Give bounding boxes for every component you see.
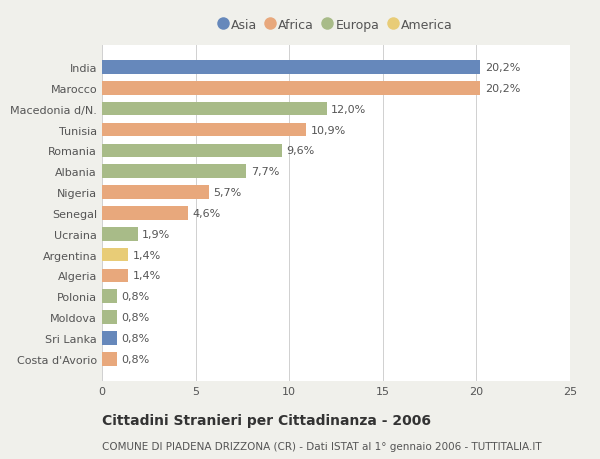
Text: 10,9%: 10,9% [311,125,346,135]
Text: 12,0%: 12,0% [331,105,367,114]
Bar [102,311,117,324]
Text: COMUNE DI PIADENA DRIZZONA (CR) - Dati ISTAT al 1° gennaio 2006 - TUTTITALIA.IT: COMUNE DI PIADENA DRIZZONA (CR) - Dati I… [102,441,542,451]
Bar [102,144,282,158]
Bar [102,228,137,241]
Text: 20,2%: 20,2% [485,84,520,94]
Bar [102,103,326,116]
Bar [102,82,480,95]
Text: 20,2%: 20,2% [485,63,520,73]
Bar [102,207,188,220]
Text: 0,8%: 0,8% [122,313,150,322]
Bar [102,248,128,262]
Bar [102,186,209,199]
Text: Cittadini Stranieri per Cittadinanza - 2006: Cittadini Stranieri per Cittadinanza - 2… [102,413,431,427]
Text: 5,7%: 5,7% [214,188,242,198]
Bar [102,123,306,137]
Text: 4,6%: 4,6% [193,208,221,218]
Bar [102,165,246,179]
Bar [102,269,128,283]
Text: 9,6%: 9,6% [286,146,314,156]
Text: 1,4%: 1,4% [133,250,161,260]
Legend: Asia, Africa, Europa, America: Asia, Africa, Europa, America [215,14,457,37]
Text: 1,4%: 1,4% [133,271,161,281]
Bar [102,290,117,303]
Bar [102,352,117,366]
Bar [102,61,480,75]
Text: 1,9%: 1,9% [142,229,170,239]
Text: 0,8%: 0,8% [122,354,150,364]
Text: 0,8%: 0,8% [122,333,150,343]
Text: 0,8%: 0,8% [122,291,150,302]
Bar [102,331,117,345]
Text: 7,7%: 7,7% [251,167,279,177]
